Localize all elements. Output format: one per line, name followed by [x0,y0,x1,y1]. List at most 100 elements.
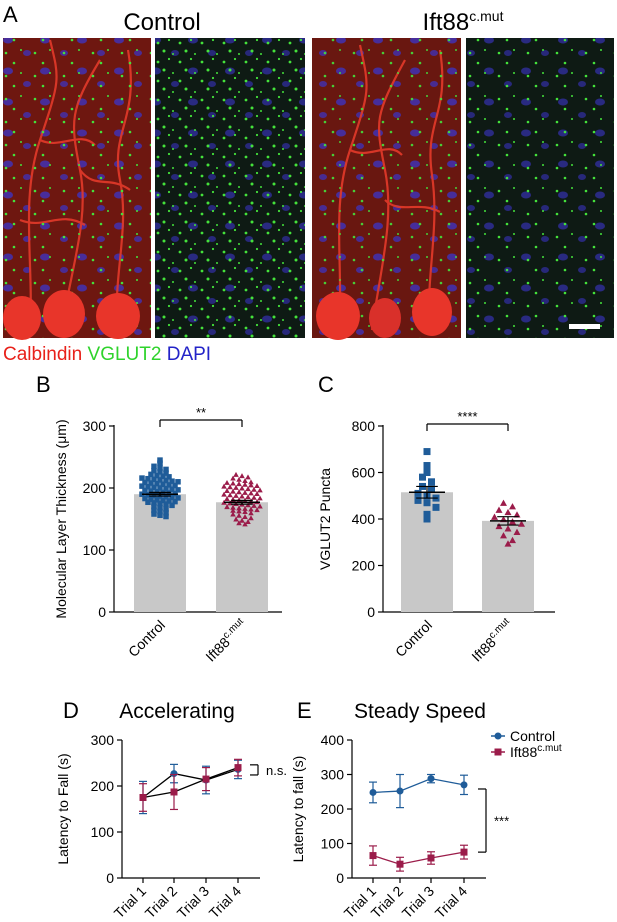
bar [401,492,453,612]
series-line [142,766,239,799]
data-point [230,475,236,481]
panel-e-chart: E Steady Speed 0 100 200 300 400 Latency to fa… [290,698,562,921]
x-tick-label: Ift88c.mut [468,616,517,665]
data-point [428,485,435,493]
chart-title: Steady Speed [354,700,486,723]
data-point [248,490,254,496]
data-point [251,486,257,492]
data-point [242,481,248,487]
series-line [142,768,239,799]
data-point [427,854,435,862]
data-point [509,503,516,510]
data-point [175,495,181,501]
data-point [160,497,166,504]
data-point [236,508,242,514]
stain-legend: Calbindin VGLUT2 DAPI [3,344,211,365]
x-tick-label-superscript: c.mut [487,616,512,641]
data-point [245,486,251,492]
data-point [414,489,422,497]
data-point [423,448,431,456]
data-point [239,485,245,491]
series-line [372,777,465,794]
y-axis-label: VGLUT2 Puncta [317,468,333,570]
data-point [157,465,163,471]
data-point [151,507,157,514]
data-point [369,788,377,796]
data-point [157,457,163,463]
data-point [224,504,230,510]
data-point [254,507,260,513]
data-point [491,513,498,520]
data-point [248,482,254,488]
data-point [151,467,157,474]
data-point [175,479,181,485]
significance-label: **** [457,409,477,424]
y-tick-label: 400 [321,732,345,748]
data-point [148,480,154,486]
data-point [257,487,263,493]
data-point [423,499,431,507]
mutant-image-title: Ift88c.mut [423,8,504,36]
x-tick-label: Trial 4 [432,883,471,922]
data-point [221,483,227,489]
y-tick-label: 100 [83,542,107,558]
data-point [151,511,157,517]
y-tick-label: 200 [83,480,107,496]
data-point [227,484,233,490]
data-point [248,515,254,521]
scale-bar [569,324,600,329]
data-point [254,483,260,488]
data-point [236,497,242,503]
data-point [257,495,263,501]
y-tick-label: 0 [98,604,106,620]
legend-label-superscript: c.mut [537,743,562,754]
data-point [163,506,169,512]
data-point [369,852,377,860]
data-point [172,498,178,505]
data-point [233,492,239,498]
data-point [427,775,435,783]
data-point [233,501,239,506]
data-point [142,495,148,502]
data-point [224,496,230,502]
data-point [242,509,248,515]
mutant-merged-image [312,38,461,340]
panel-d-chart: D Accelerating 0 100 200 300 Latency to Fall … [55,698,287,921]
data-point [163,510,169,516]
data-point [160,481,166,488]
data-point [151,503,157,510]
data-point [233,484,239,490]
significance-label: *** [494,814,509,829]
data-point [248,510,254,516]
data-point [234,764,242,772]
y-tick-label: 300 [83,418,107,434]
data-point [148,471,154,478]
control-vglut2-image [155,38,305,338]
data-point [257,503,263,509]
data-point [428,478,435,486]
data-point [169,478,175,484]
y-tick-label: 800 [352,418,376,434]
data-point [239,517,245,523]
data-point [230,507,236,513]
data-point [157,460,163,466]
data-point [236,476,242,482]
panel-letter-b: B [36,372,51,397]
bar [482,520,534,612]
panel-letter-c: C [318,372,334,397]
data-point [169,502,175,509]
y-axis-label: Latency to Fall (s) [55,753,71,864]
significance-label: ** [196,405,206,420]
data-point [242,514,248,519]
chart-title: Accelerating [119,700,235,723]
data-point [423,515,431,523]
x-tick-label-superscript: c.mut [221,616,246,641]
control-merged-image [3,38,151,340]
x-tick-label: Trial 3 [399,883,438,922]
data-point [245,494,251,500]
data-point [163,513,169,520]
data-point [139,794,147,801]
data-point [513,528,521,535]
x-tick-label: Trial 2 [142,883,181,922]
x-tick-label-text: Control [392,617,435,660]
